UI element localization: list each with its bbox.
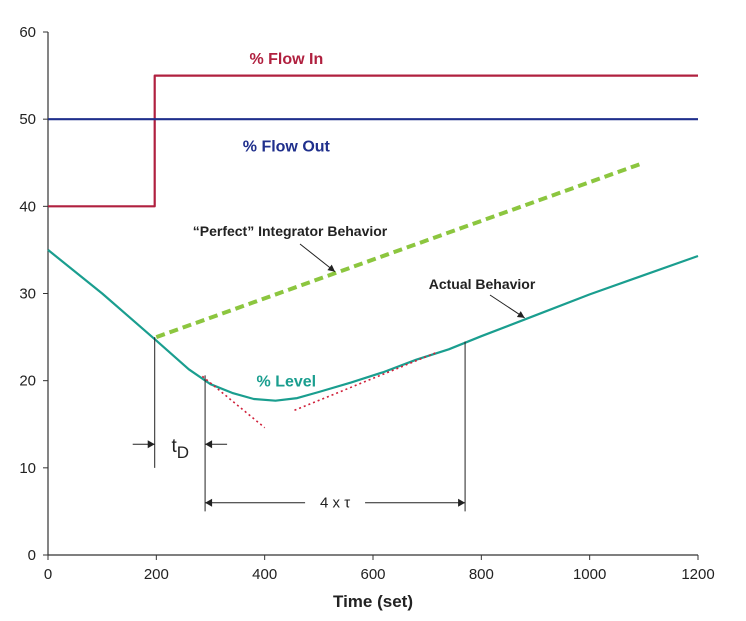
series-line-level [47,249,699,402]
x-tick-label: 200 [144,566,169,583]
series-line-initial-slope-tangent [201,375,266,429]
dead-time-t: t [172,436,178,457]
marker-layer [132,243,525,512]
x-tick-label: 800 [469,566,494,583]
actual-behavior-label: Actual Behavior [429,276,536,292]
x-tick-label: 1000 [573,566,606,583]
tau-arrow-head-left [205,498,213,507]
flow-in-label: % Flow In [249,51,323,68]
tau-arrow-head-right [458,498,466,507]
x-tick-label: 600 [360,566,385,583]
actual-leader-head [516,311,525,318]
perfect-integrator-label: “Perfect” Integrator Behavior [193,223,388,239]
y-tick-label: 50 [19,111,36,128]
series-line-final-slope-tangent [294,351,439,412]
perfect-leader-head [327,264,336,272]
series-line-flow-in [48,74,698,208]
y-tick-label: 40 [19,198,36,215]
y-tick-label: 20 [19,373,36,390]
plot-area: 0 200 400 600 800 1000 1200 0 10 20 30 40 50 60 % Fl… [19,24,714,611]
perfect-leader-line [299,243,336,273]
x-tick-label: 0 [44,566,52,583]
y-tick-label: 10 [19,460,36,477]
dead-time-left-arrow-head [147,440,155,449]
y-tick-label: 0 [28,547,36,564]
x-axis-ticks: 0 200 400 600 800 1000 1200 [44,555,715,583]
dead-time-label: tD [172,436,190,462]
x-axis-title: Time (set) [333,592,413,611]
y-tick-label: 60 [19,24,36,41]
dead-time-right-arrow-head [205,440,213,449]
y-tick-label: 30 [19,286,36,303]
dead-time-subscript: D [177,443,189,462]
x-tick-label: 400 [252,566,277,583]
x-tick-label: 1200 [681,566,714,583]
flow-out-label: % Flow Out [243,138,331,155]
series-layer [47,74,699,429]
level-label: % Level [257,374,317,391]
label-layer: % Flow In % Flow Out % Level “Perfect” I… [172,51,536,611]
y-axis-ticks: 0 10 20 30 40 50 60 [19,24,48,564]
series-line-perfect-integrator-behavior [155,160,645,339]
time-constant-label: 4 x τ [320,495,350,512]
